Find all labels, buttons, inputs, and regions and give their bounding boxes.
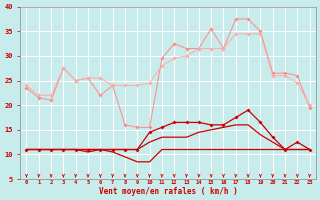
X-axis label: Vent moyen/en rafales ( km/h ): Vent moyen/en rafales ( km/h ): [99, 187, 237, 196]
